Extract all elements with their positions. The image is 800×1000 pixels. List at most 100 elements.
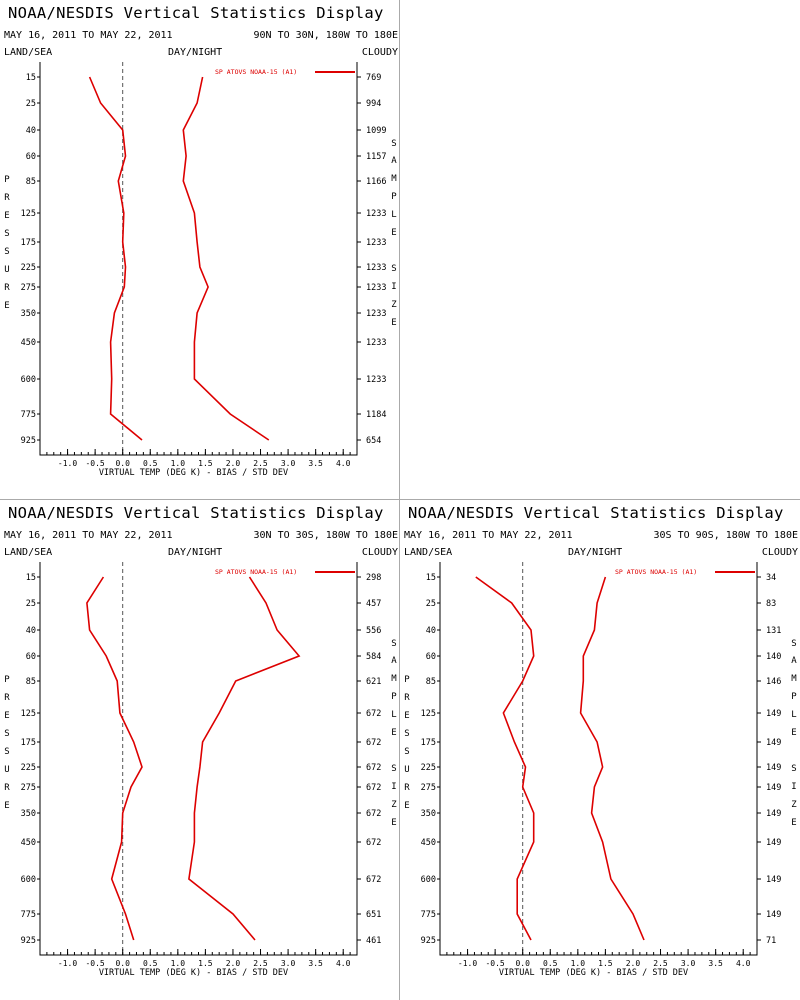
pressure-level-label: 925 [21,936,36,946]
sample-size-axis-letter: S [791,764,796,774]
sample-size-axis-letter: S [391,764,396,774]
x-tick-label: 4.0 [336,959,351,968]
cloudy-label: CLOUDY [761,547,798,558]
sample-size-axis-letter: E [791,728,796,738]
sample-size-axis-letter: I [391,282,396,292]
pressure-axis-letter: R [4,693,10,703]
x-tick-label: 3.0 [281,959,296,968]
sample-size-label: 654 [366,436,381,446]
x-tick-label: 3.5 [708,959,723,968]
x-tick-label: 1.5 [198,959,213,968]
sample-size-label: 1233 [366,309,386,319]
x-tick-label: 0.0 [515,959,530,968]
pressure-level-label: 125 [21,209,36,219]
x-tick-label: 4.0 [736,959,751,968]
pressure-axis-letter: E [4,711,9,721]
cloudy-label: CLOUDY [361,547,398,558]
series-line-bias [86,576,143,941]
pressure-level-label: 85 [26,177,36,187]
pressure-level-label: 600 [21,875,36,885]
sample-size-label: 672 [366,738,381,748]
pressure-level-label: 775 [21,410,36,420]
region-label: 90N TO 30N, 180W TO 180E [253,30,399,41]
pressure-level-label: 225 [21,263,36,273]
x-tick-label: -0.5 [85,459,104,468]
pressure-axis-letter: S [404,747,409,757]
chart-panel-tropics: NOAA/NESDIS Vertical Statistics Display M… [0,500,400,1000]
pressure-axis-letter: R [4,783,10,793]
pressure-level-label: 350 [21,309,36,319]
x-tick-label: 0.0 [115,959,130,968]
sample-size-axis-letter: L [791,710,796,720]
pressure-axis-letter: U [4,265,9,275]
date-range: MAY 16, 2011 TO MAY 22, 2011 [4,30,173,41]
x-tick-label: 0.0 [115,459,130,468]
pressure-axis-letter: S [4,729,9,739]
pressure-axis-letter: R [4,193,10,203]
sample-size-axis-letter: S [391,139,396,149]
x-axis-label: VIRTUAL TEMP (DEG K) - BIAS / STD DEV [99,468,288,478]
sample-size-label: 672 [366,709,381,719]
sample-size-label: 34 [766,573,776,583]
series-line-std-dev [182,76,270,441]
date-range: MAY 16, 2011 TO MAY 22, 2011 [4,530,173,541]
x-tick-label: 1.0 [571,959,586,968]
pressure-axis-letter: P [404,675,410,685]
series-line-bias [475,576,535,941]
x-tick-label: 2.5 [653,959,668,968]
x-tick-label: 4.0 [336,459,351,468]
pressure-axis-letter: E [404,801,409,811]
chart-panel-north: NOAA/NESDIS Vertical Statistics Display M… [0,0,400,500]
sample-size-label: 149 [766,783,781,793]
chart-title: NOAA/NESDIS Vertical Statistics Display [408,504,784,522]
x-axis-label: VIRTUAL TEMP (DEG K) - BIAS / STD DEV [99,968,288,978]
pressure-level-label: 40 [26,626,36,636]
date-range: MAY 16, 2011 TO MAY 22, 2011 [404,530,573,541]
sample-size-label: 1099 [366,126,386,136]
sample-size-axis-letter: L [391,210,396,220]
x-tick-label: 3.5 [308,459,323,468]
pressure-level-label: 450 [21,838,36,848]
pressure-level-label: 600 [21,375,36,385]
pressure-level-label: 15 [26,573,36,583]
pressure-level-label: 25 [26,599,36,609]
sample-size-label: 1233 [366,263,386,273]
x-tick-label: -0.5 [485,959,504,968]
legend-label: SP ATOVS NOAA-15 (A1) [215,568,297,576]
pressure-level-label: 25 [26,99,36,109]
pressure-level-label: 350 [21,809,36,819]
sample-size-axis-letter: Z [791,800,797,810]
sample-size-label: 457 [366,599,381,609]
pressure-level-label: 60 [426,652,436,662]
sample-size-label: 140 [766,652,781,662]
chart-svg: -1.0 -0.5 0.0 0.5 1.0 1.5 2.0 2.5 3.0 3.5 4.0 VIRTU… [404,562,797,978]
pressure-axis-letter: E [4,211,9,221]
pressure-axis-letter: R [4,283,10,293]
sample-size-label: 994 [366,99,381,109]
sample-size-label: 83 [766,599,776,609]
x-tick-label: 1.5 [198,459,213,468]
series-line-std-dev [188,576,301,941]
sample-size-label: 71 [766,936,776,946]
sample-size-label: 769 [366,73,381,83]
pressure-level-label: 225 [21,763,36,773]
sample-size-axis-letter: M [791,674,797,684]
pressure-level-label: 175 [21,738,36,748]
pressure-level-label: 60 [26,152,36,162]
pressure-level-label: 40 [426,626,436,636]
sample-size-label: 146 [766,677,781,687]
pressure-level-label: 225 [421,763,436,773]
cloudy-label: CLOUDY [361,47,398,58]
sample-size-axis-letter: M [391,674,397,684]
divider-vertical-top [399,0,400,500]
pressure-axis-letter: R [404,783,410,793]
sample-size-label: 584 [366,652,381,662]
legend-label: SP ATOVS NOAA-15 (A1) [615,568,697,576]
pressure-level-label: 775 [21,910,36,920]
pressure-level-label: 275 [421,783,436,793]
chart-title: NOAA/NESDIS Vertical Statistics Display [8,504,384,522]
x-tick-label: 2.5 [253,459,268,468]
x-tick-label: 2.0 [226,459,241,468]
pressure-level-label: 85 [26,677,36,687]
sample-size-label: 1233 [366,375,386,385]
